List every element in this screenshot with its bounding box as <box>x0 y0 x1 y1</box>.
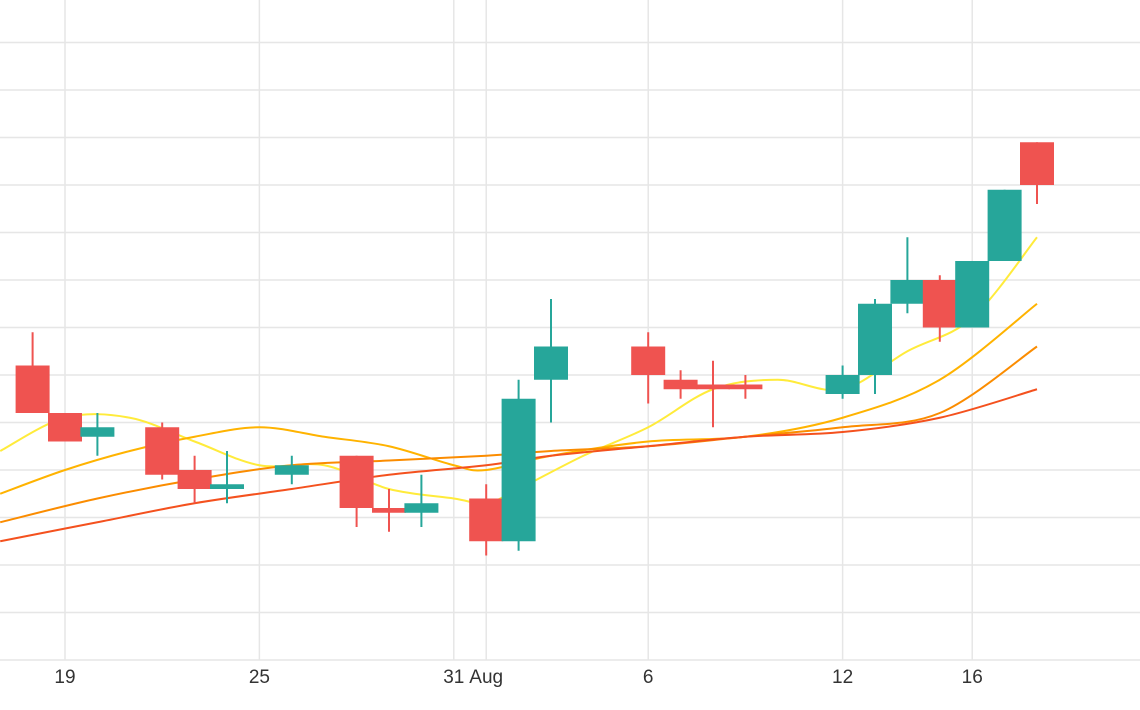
candle <box>534 299 568 423</box>
x-tick-label: 19 <box>54 667 75 688</box>
candle-body <box>48 413 82 442</box>
candle <box>80 413 115 456</box>
candle <box>1020 142 1054 204</box>
candle-body <box>404 503 439 513</box>
candle <box>955 261 990 328</box>
candle <box>177 455 212 504</box>
candle-body <box>1020 142 1054 185</box>
candle <box>858 299 892 394</box>
x-axis-ticks: 19 25 31 Aug 6 12 16 <box>54 667 982 688</box>
candle-body <box>372 508 406 513</box>
candle-body <box>145 427 180 475</box>
candle-body <box>469 498 504 542</box>
candle-body <box>890 280 925 304</box>
x-tick-label: 16 <box>962 667 983 688</box>
candle <box>631 332 666 404</box>
candle-body <box>922 280 957 328</box>
candle <box>372 489 406 532</box>
candle <box>922 275 957 342</box>
candle-body <box>80 427 115 437</box>
candle <box>825 365 860 399</box>
candle <box>145 422 180 480</box>
x-tick-label: 6 <box>643 667 654 688</box>
candle <box>696 360 730 428</box>
x-tick-label: Aug <box>469 667 503 688</box>
candle-body <box>825 375 860 394</box>
candle-body <box>987 189 1022 261</box>
candle <box>663 370 698 399</box>
candle <box>469 484 504 556</box>
candle-body <box>696 384 730 390</box>
candle-body <box>631 346 666 375</box>
candles <box>15 142 1054 556</box>
candle <box>48 413 82 442</box>
candle <box>274 455 309 485</box>
candle <box>15 332 50 413</box>
candle <box>339 455 374 527</box>
candle <box>404 474 439 527</box>
candle-body <box>274 465 309 475</box>
candle-body <box>15 365 50 413</box>
x-tick-label: 31 <box>443 667 464 688</box>
candle-body <box>210 484 244 489</box>
candle-body <box>728 384 763 390</box>
candle-body <box>534 346 568 380</box>
x-tick-label: 12 <box>832 667 853 688</box>
candle-body <box>501 398 536 542</box>
candle-body <box>663 379 698 390</box>
candle <box>728 375 763 399</box>
candle-body <box>858 303 892 375</box>
candle <box>987 189 1022 261</box>
candle <box>890 237 925 314</box>
x-tick-label: 25 <box>249 667 270 688</box>
grid <box>0 0 1140 661</box>
candle <box>210 451 244 504</box>
candle-body <box>339 455 374 508</box>
candle-body <box>955 261 990 328</box>
candle-body <box>177 470 212 489</box>
candle <box>501 379 536 551</box>
